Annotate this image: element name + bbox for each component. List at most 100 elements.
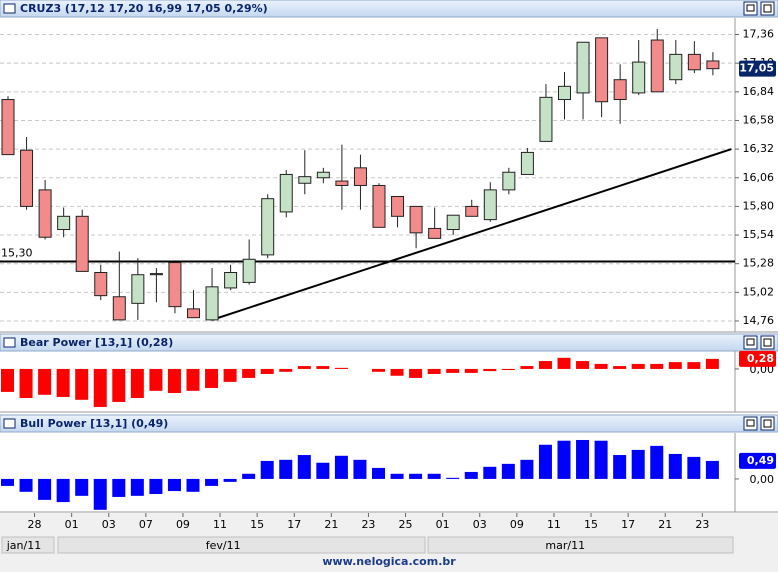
candle-body xyxy=(75,215,89,272)
x-tick-label: 23 xyxy=(361,518,375,531)
pane-header xyxy=(0,414,778,433)
bar xyxy=(93,478,107,510)
x-tick-label: 28 xyxy=(28,518,42,531)
bar xyxy=(687,362,701,369)
candle-body xyxy=(316,171,330,179)
candle-body xyxy=(520,151,534,175)
window-button[interactable] xyxy=(760,1,775,16)
pane-icon xyxy=(3,3,16,14)
bar xyxy=(501,463,515,479)
bar xyxy=(56,368,70,397)
y-tick-label: 15,80 xyxy=(743,199,775,212)
y-tick-label: 16,06 xyxy=(743,171,775,184)
month-label: jan/11 xyxy=(6,539,41,552)
bar xyxy=(650,363,664,369)
footer: www.nelogica.com.br xyxy=(322,555,456,568)
candle-body xyxy=(353,167,367,186)
pane-title: Bear Power [13,1] (0,28) xyxy=(20,336,173,349)
x-tick-label: 09 xyxy=(176,518,190,531)
candle-body xyxy=(149,273,163,276)
bar xyxy=(260,368,274,374)
window-button[interactable] xyxy=(760,416,775,431)
x-tick-label: 17 xyxy=(287,518,301,531)
last-value-box xyxy=(739,452,776,469)
candle-body xyxy=(279,173,293,213)
bar xyxy=(260,460,274,479)
month-label: fev/11 xyxy=(206,539,241,552)
bar xyxy=(372,368,385,372)
window-button[interactable] xyxy=(743,335,758,350)
x-tick-label: 11 xyxy=(213,518,227,531)
candle-body xyxy=(20,149,34,207)
x-tick-label: 09 xyxy=(510,518,524,531)
bar xyxy=(167,478,181,492)
trendline xyxy=(211,148,732,321)
window-button[interactable] xyxy=(743,1,758,16)
window-button-icon xyxy=(763,338,772,347)
pane-icon xyxy=(3,418,16,429)
bar xyxy=(557,357,571,369)
candle-body xyxy=(168,262,182,308)
horizontal-line-label: 15,30 xyxy=(1,246,33,259)
candle-body xyxy=(687,53,701,71)
bar xyxy=(390,473,404,479)
bar xyxy=(38,368,52,395)
bar xyxy=(576,439,590,479)
y-tick-label: 0,00 xyxy=(750,473,775,486)
bar xyxy=(650,445,664,479)
x-tick-label: 01 xyxy=(436,518,450,531)
bar xyxy=(316,366,330,369)
candle-body xyxy=(372,184,386,228)
bar xyxy=(334,455,348,479)
candle-body xyxy=(224,272,238,289)
candle-body xyxy=(112,296,126,321)
window-button[interactable] xyxy=(743,416,758,431)
bar xyxy=(205,368,219,388)
bar xyxy=(316,462,330,479)
candle-body xyxy=(187,308,200,319)
bar xyxy=(576,361,590,369)
bar xyxy=(149,478,163,494)
x-tick-label: 23 xyxy=(695,518,709,531)
candle-body xyxy=(242,258,256,283)
bar xyxy=(297,455,311,479)
bar xyxy=(56,478,70,503)
bar xyxy=(464,368,478,373)
bar xyxy=(427,368,441,374)
candle-body xyxy=(409,205,423,234)
x-tick-label: 25 xyxy=(399,518,413,531)
bar xyxy=(38,478,52,500)
bar xyxy=(520,459,534,479)
candle-body xyxy=(706,60,720,70)
candle-body xyxy=(261,198,275,256)
candle-body xyxy=(650,39,664,93)
month-segment xyxy=(1,536,55,554)
last-value-box xyxy=(739,60,776,77)
bar xyxy=(334,367,348,369)
x-tick-label: 15 xyxy=(250,518,264,531)
bar xyxy=(409,368,423,378)
bar xyxy=(19,368,33,399)
window-button[interactable] xyxy=(760,335,775,350)
candle-body xyxy=(94,272,108,297)
window-button-icon xyxy=(763,419,772,428)
bar xyxy=(223,478,237,482)
candle-body xyxy=(576,41,590,94)
y-tick-label: 16,32 xyxy=(743,142,775,155)
y-tick-label: 17,36 xyxy=(743,28,775,41)
bar xyxy=(557,440,571,479)
candle-body xyxy=(558,85,571,101)
x-tick-label: 15 xyxy=(584,518,598,531)
bar xyxy=(538,361,552,369)
pane-title: Bull Power [13,1] (0,49) xyxy=(20,417,168,430)
month-segment xyxy=(57,536,426,554)
bar xyxy=(520,366,534,369)
candle-body xyxy=(131,274,145,304)
x-tick-label: 21 xyxy=(324,518,338,531)
candle-body xyxy=(205,286,219,321)
candle-body xyxy=(502,171,516,191)
candle-body xyxy=(669,53,683,81)
bar xyxy=(427,473,441,479)
